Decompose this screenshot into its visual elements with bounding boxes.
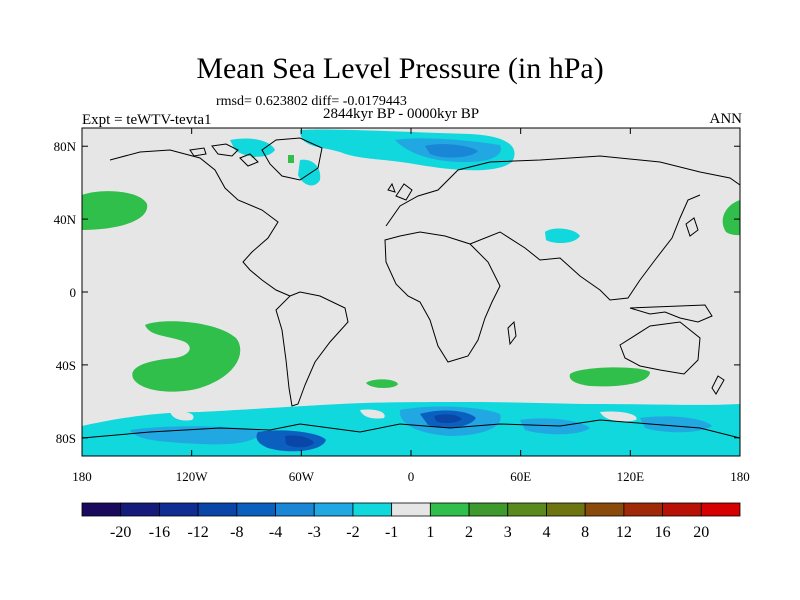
anomaly-weddell-core [285, 435, 314, 448]
coastline-africa [384, 231, 501, 363]
colorbar-swatch [546, 502, 586, 517]
stats-line: rmsd= 0.623802 diff= -0.0179443 [216, 94, 407, 109]
lat-tick-label: 40S [56, 358, 76, 373]
lon-tick-label: 120E [617, 469, 645, 484]
colorbar-label: -20 [110, 524, 131, 541]
colorbar-swatch [468, 502, 509, 517]
lon-tick-label: 60E [510, 469, 531, 484]
colorbar-label: -2 [346, 524, 359, 541]
colorbar-swatch [236, 502, 276, 517]
colorbar-swatch [623, 502, 663, 517]
colorbar-label: 20 [693, 524, 709, 541]
colorbar-swatch [159, 502, 199, 517]
anomaly-southern-ocean-east [520, 418, 590, 435]
lon-tick-label: 180 [72, 469, 92, 484]
colorbar-swatch [81, 502, 122, 517]
coastline-arctic-islands [189, 143, 259, 167]
coastline-eurasia-north [385, 155, 740, 227]
colorbar-label: -4 [269, 524, 282, 541]
coastline-eurasia-south [469, 194, 701, 301]
colorbar-swatch [120, 502, 160, 517]
map-plot [82, 128, 740, 456]
lat-tick-label: 0 [70, 285, 77, 300]
colorbar-label: 2 [465, 524, 473, 541]
lon-tick-label: 60W [289, 469, 315, 484]
coastline-north-america [109, 149, 291, 297]
colorbar-swatch [662, 502, 702, 517]
anomaly-barents-core [425, 144, 478, 158]
lon-tick-label: 0 [408, 469, 415, 484]
positive-anomalies [82, 150, 740, 437]
anomaly-north-pacific-east [722, 200, 740, 236]
map-background [82, 128, 740, 456]
colorbar-swatch [507, 502, 547, 517]
coastline-greenland [261, 137, 323, 181]
lat-tick-label: 80N [54, 139, 77, 154]
anomaly-labrador [298, 159, 321, 186]
colorbar-swatch [275, 502, 315, 517]
colorbar-label: -16 [149, 524, 170, 541]
experiment-label: Expt = teWTV-tevta1 [82, 112, 212, 128]
lon-tick-label: 120W [176, 469, 209, 484]
anomaly-north-pacific-west [82, 191, 148, 230]
colorbar-label: 8 [581, 524, 589, 541]
colorbar-label: -1 [385, 524, 398, 541]
coastline-australia [619, 321, 701, 375]
lat-tick-label: 80S [56, 431, 76, 446]
colorbar-swatch [429, 502, 470, 517]
map-axes: 80N 40N 0 40S 80S 180 120W 60W 0 60E 120E 180 [54, 128, 750, 484]
anomaly-ross-sector [640, 416, 712, 433]
colorbar-swatch [197, 502, 238, 517]
coastline-antarctica [82, 419, 740, 439]
lon-tick-label: 180 [730, 469, 750, 484]
colorbar-swatch [352, 502, 393, 517]
lat-tick-label: 40N [54, 212, 77, 227]
colorbar-label: -8 [230, 524, 243, 541]
anomaly-central-asia [545, 228, 580, 244]
season-label: ANN [709, 111, 743, 127]
coastline-british-isles [387, 182, 413, 201]
negative-anomalies [82, 129, 740, 456]
colorbar-label: 12 [616, 524, 632, 541]
colorbar-label: -12 [187, 524, 208, 541]
page-title: Mean Sea Level Pressure (in hPa) [196, 52, 604, 85]
colorbar-label: 3 [504, 524, 512, 541]
anomaly-pacific-sector [130, 426, 261, 445]
coastline-new-zealand [711, 375, 725, 395]
colorbar-swatch [584, 502, 625, 517]
anomaly-south-atlantic [366, 379, 398, 388]
coastline-south-america [275, 291, 349, 407]
colorbar-swatch [391, 502, 431, 517]
colorbar-swatch [313, 502, 354, 517]
colorbar-label: 4 [542, 524, 550, 541]
colorbar-label: -3 [308, 524, 321, 541]
coastline-madagascar [507, 320, 517, 346]
coastlines [82, 137, 740, 439]
anomaly-indian-core-inner [434, 414, 462, 424]
colorbar-swatch [700, 502, 741, 517]
period-label: 2844kyr BP - 0000kyr BP [323, 106, 480, 122]
anomaly-south-pacific [132, 321, 241, 392]
colorbar-label: 1 [426, 524, 434, 541]
coastline-japan [685, 217, 699, 237]
colorbar-label: 16 [655, 524, 671, 541]
anomaly-antarctic-band [82, 402, 740, 456]
coastline-maritime-continent [629, 304, 713, 323]
colorbar: -20 -16 -12 -8 -4 -3 -2 -1 1 2 3 4 8 12 16 20 [81, 502, 741, 541]
anomaly-indian-ocean [569, 367, 650, 387]
